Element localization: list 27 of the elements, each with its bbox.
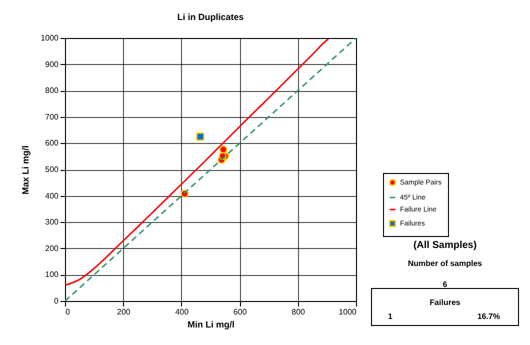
x-tick-label: 800 bbox=[292, 308, 306, 316]
point bbox=[219, 146, 228, 154]
y-tick-label: 600 bbox=[45, 138, 60, 148]
x-tick-label: 200 bbox=[117, 308, 131, 316]
x-tick-label: 1000 bbox=[338, 308, 358, 316]
text: Failures bbox=[430, 298, 460, 307]
y-tick-label: 200 bbox=[45, 244, 60, 253]
text: 6 bbox=[442, 280, 448, 289]
y-tick-label: 900 bbox=[45, 60, 60, 69]
y-tick-label: 700 bbox=[45, 112, 60, 122]
text: 16.7% bbox=[477, 312, 500, 321]
text: Number of samples bbox=[408, 259, 482, 268]
y-tick-label: 100 bbox=[45, 270, 60, 280]
y-tick-label: 400 bbox=[45, 191, 60, 200]
x-tick-label: 600 bbox=[233, 308, 248, 316]
y-tick-label: 1000 bbox=[40, 34, 60, 42]
y-tick-label: 500 bbox=[45, 165, 60, 174]
y-tick-label: 0 bbox=[54, 296, 60, 306]
x-tick-label: 0 bbox=[66, 308, 70, 316]
y-axis-title: Max Li mg/l bbox=[20, 145, 31, 195]
x-tick-label: 400 bbox=[175, 308, 190, 316]
x-axis-title: Min Li mg/l bbox=[188, 320, 234, 330]
y-tick-label: 300 bbox=[45, 218, 60, 227]
chart-title: Li in Duplicates bbox=[177, 12, 244, 22]
text: (All Samples) bbox=[413, 240, 477, 251]
y-tick-label: 800 bbox=[45, 86, 60, 96]
text: 1 bbox=[388, 312, 392, 321]
